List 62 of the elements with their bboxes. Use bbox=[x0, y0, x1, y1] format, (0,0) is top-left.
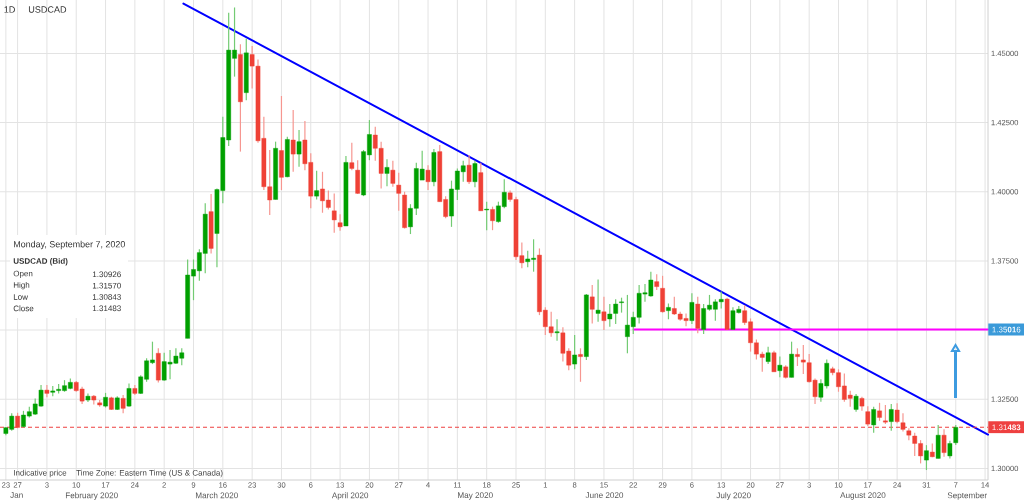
annotation: 1.31570 bbox=[92, 282, 121, 289]
candlestick bbox=[384, 158, 390, 187]
x2-tick-label: June 2020 bbox=[585, 492, 624, 499]
x2-tick-label: April 2020 bbox=[331, 492, 369, 500]
x2-tick-label: July 2020 bbox=[716, 492, 751, 500]
x2-tick-label: February 2020 bbox=[65, 492, 118, 500]
candlestick bbox=[331, 192, 337, 234]
candlestick bbox=[484, 201, 489, 231]
x2-tick-label: September bbox=[947, 492, 987, 500]
candlestick bbox=[314, 170, 319, 201]
candlestick bbox=[296, 129, 302, 168]
candlestick bbox=[883, 404, 888, 425]
annotation: High bbox=[13, 281, 30, 290]
candlestick bbox=[466, 154, 472, 185]
candlestick bbox=[871, 406, 876, 434]
candlestick bbox=[120, 394, 126, 414]
candlestick bbox=[888, 403, 894, 432]
annotation: Time Zone: Eastern Time (US & Canada) bbox=[76, 469, 223, 478]
candlestick bbox=[595, 278, 601, 323]
annotation: Indicative price bbox=[14, 469, 67, 478]
candlestick bbox=[572, 334, 577, 370]
candlestick bbox=[396, 172, 402, 212]
x2-tick-label: Jan bbox=[10, 492, 23, 498]
candlestick bbox=[337, 213, 343, 232]
candlestick bbox=[894, 402, 900, 424]
annotation: USDCAD (Bid) bbox=[13, 257, 68, 266]
candlestick bbox=[290, 109, 296, 173]
ref-line-label: 1.31483 bbox=[992, 424, 1021, 431]
annotation: 1.30843 bbox=[92, 294, 121, 300]
candlestick bbox=[689, 292, 695, 325]
annotation: 1.35016 bbox=[992, 326, 1021, 333]
candlestick bbox=[865, 405, 871, 427]
candlestick bbox=[953, 424, 959, 446]
candlestick bbox=[660, 275, 665, 314]
candlestick bbox=[472, 160, 478, 188]
candlestick bbox=[390, 160, 396, 188]
candlestick bbox=[601, 296, 607, 331]
annotation: Monday, September 7, 2020 bbox=[14, 240, 125, 250]
candlestick bbox=[789, 341, 794, 378]
candlestick bbox=[935, 424, 941, 460]
annotation: 1.31483 bbox=[92, 305, 121, 312]
annotation: Close bbox=[13, 305, 34, 312]
annotation: Open bbox=[13, 270, 33, 278]
candlestick bbox=[44, 384, 50, 398]
annotation: 1.30926 bbox=[92, 271, 121, 278]
x2-tick-label: August 2020 bbox=[840, 492, 886, 500]
candlestick bbox=[554, 318, 560, 342]
candlestick bbox=[777, 356, 783, 378]
candlestick bbox=[771, 350, 777, 373]
x2-tick-label: March 2020 bbox=[195, 492, 238, 499]
candlestick bbox=[578, 347, 583, 383]
candlestick bbox=[126, 382, 132, 408]
annotation: Low bbox=[13, 294, 28, 300]
candlestick bbox=[425, 164, 431, 191]
candlestick bbox=[355, 159, 360, 195]
candlestick bbox=[924, 444, 929, 471]
candlestick bbox=[589, 284, 595, 325]
text: USDCAD bbox=[28, 6, 67, 13]
text: 1D bbox=[4, 6, 15, 13]
candlestick bbox=[349, 142, 355, 171]
candlestick bbox=[490, 206, 495, 231]
x2-tick-label: May 2020 bbox=[458, 492, 493, 500]
